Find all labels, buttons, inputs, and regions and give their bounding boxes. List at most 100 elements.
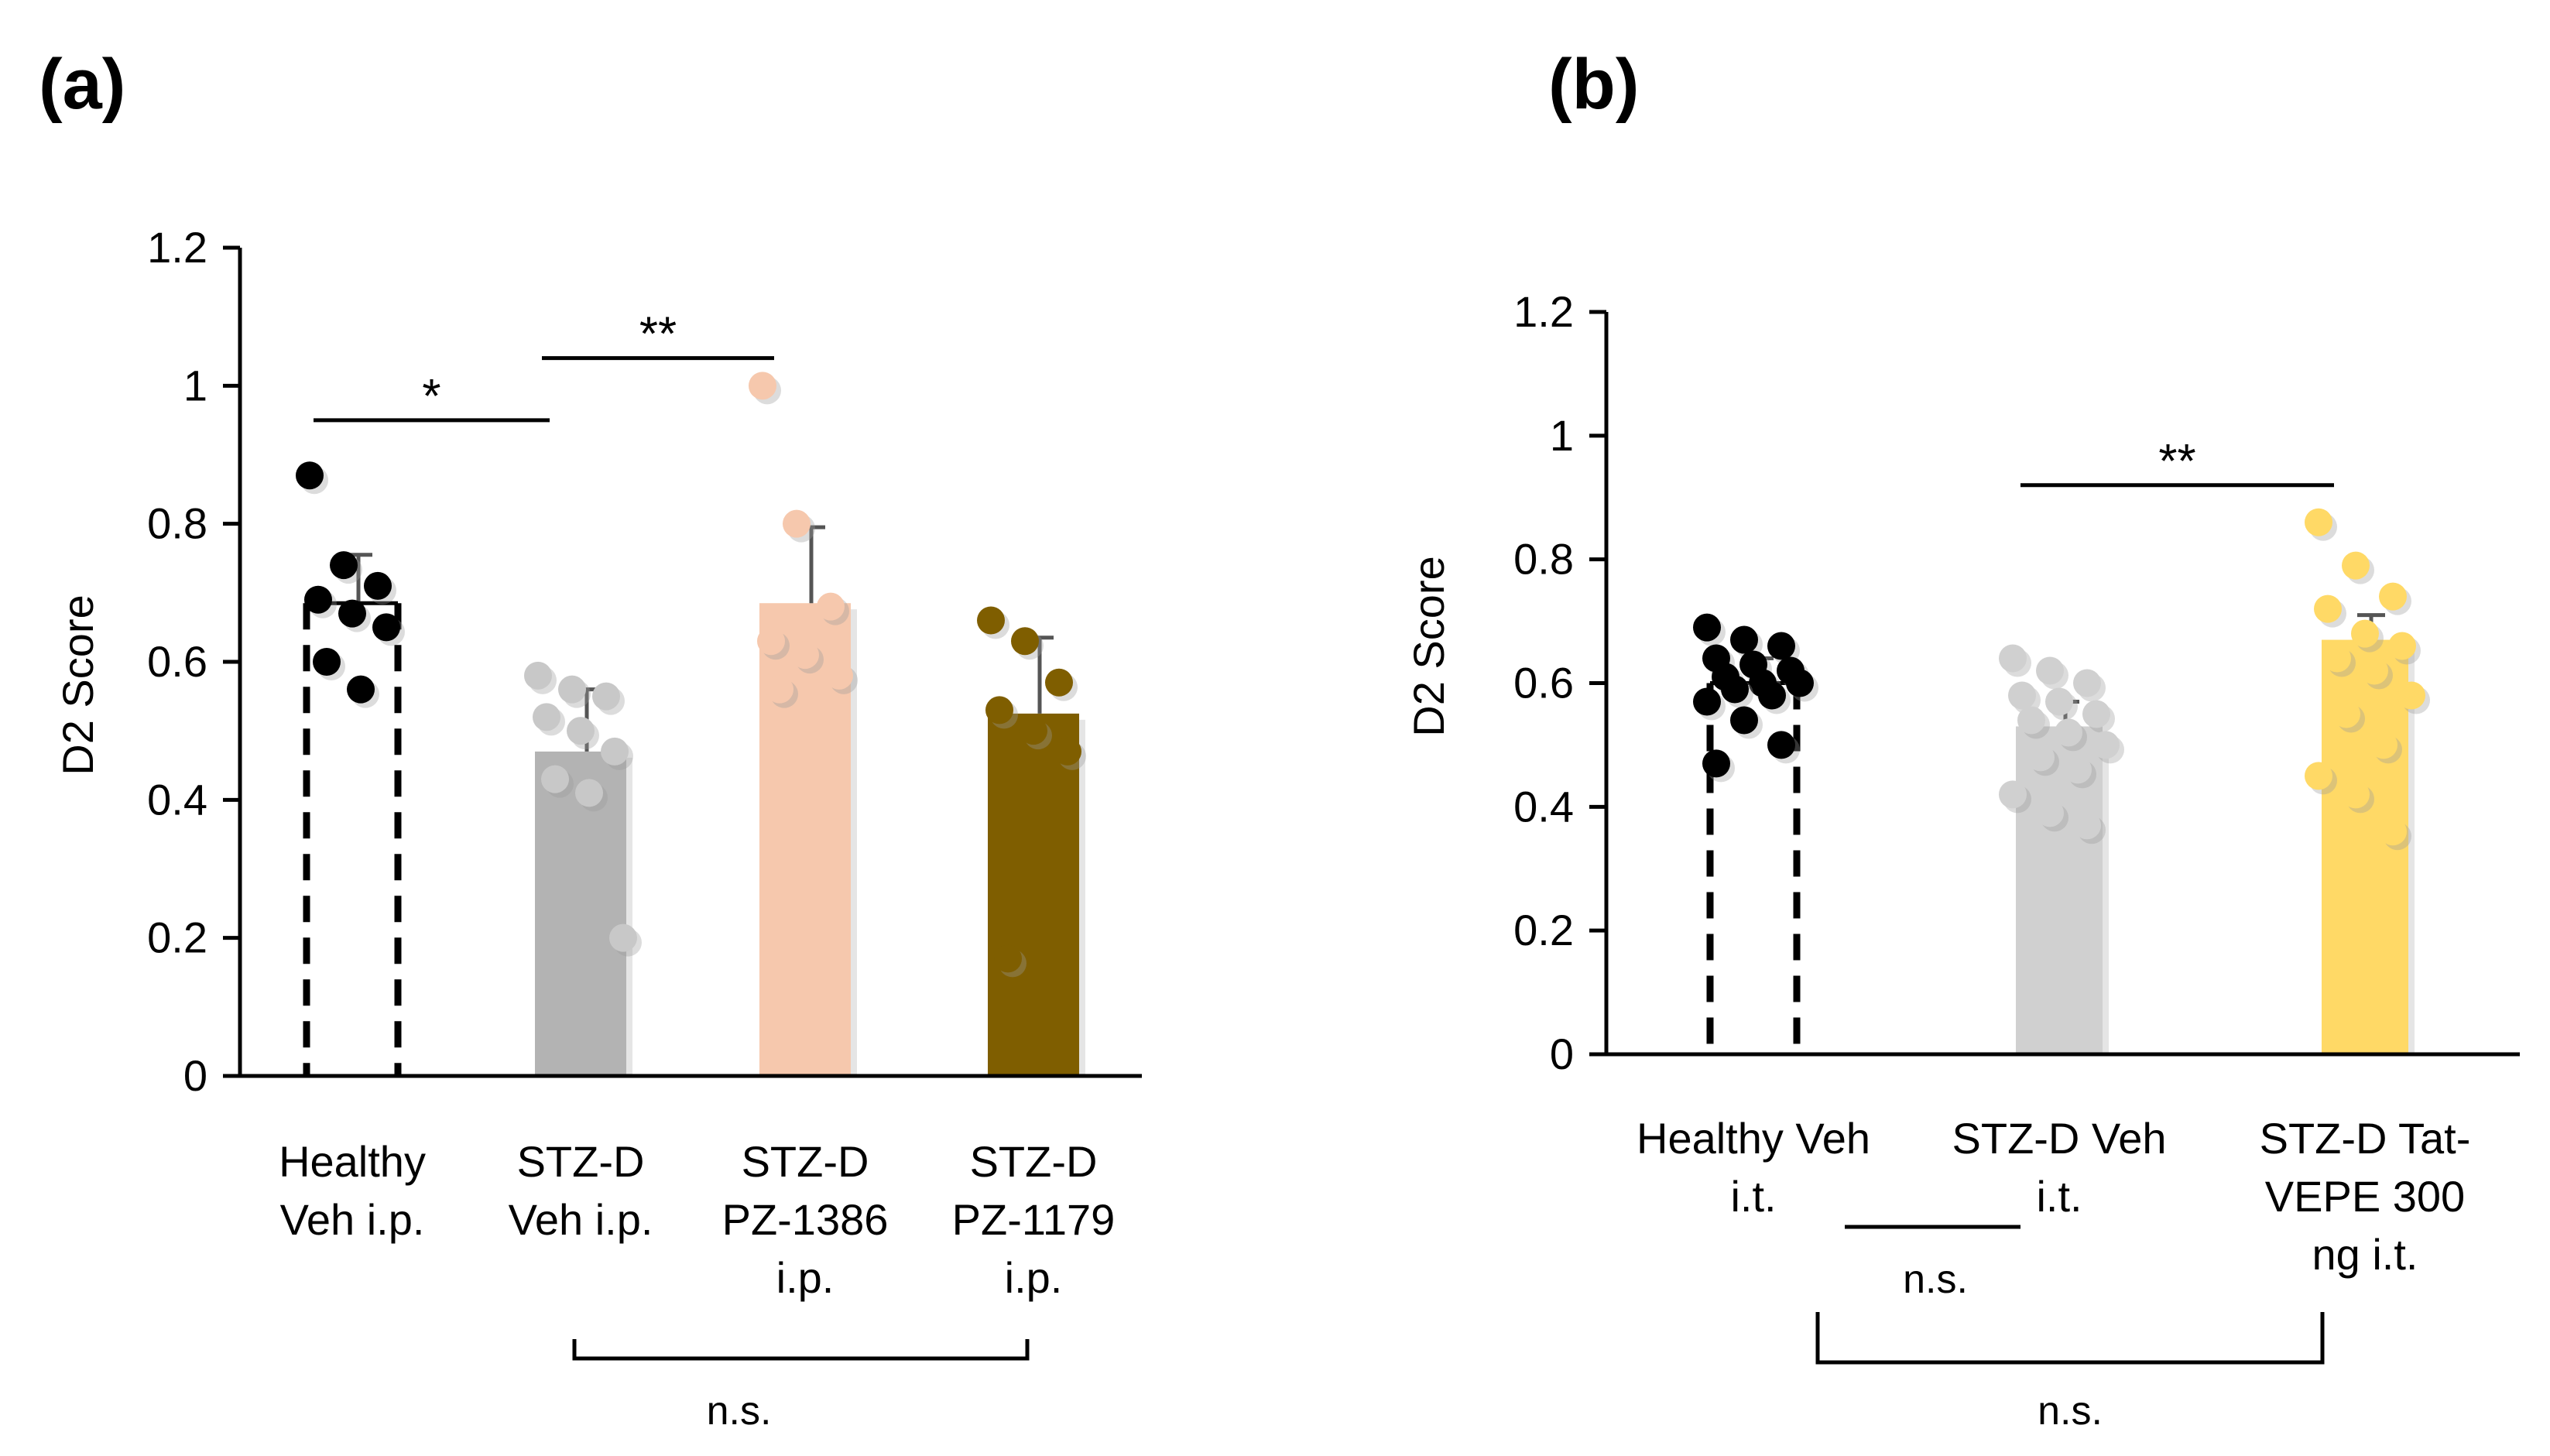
panel-b-ns-label: n.s. — [2038, 1389, 2103, 1434]
panel-a-ns-label: n.s. — [707, 1389, 772, 1434]
data-point — [2073, 811, 2101, 840]
data-point — [1758, 681, 1786, 710]
category-label: i.t. — [1730, 1172, 1776, 1221]
data-point — [2379, 817, 2407, 846]
data-point — [338, 599, 366, 628]
data-point — [825, 661, 853, 690]
y-tick-label: 0.6 — [1513, 659, 1574, 707]
category-label: Healthy Veh — [1637, 1114, 1870, 1163]
panel-b-category-labels: Healthy Veh i.t. STZ-D Veh i.t. STZ-D Tat- VE… — [1637, 1114, 2470, 1279]
category-label: i.t. — [2036, 1172, 2082, 1221]
category-label: Veh i.p. — [509, 1195, 653, 1244]
category-label: STZ-D — [742, 1137, 869, 1186]
category-label: i.p. — [1005, 1253, 1063, 1302]
data-point — [2073, 669, 2101, 697]
data-point — [1721, 675, 1749, 704]
data-point — [2342, 551, 2370, 580]
data-point — [524, 661, 552, 690]
data-point — [1730, 706, 1758, 735]
category-label: Healthy — [279, 1137, 426, 1186]
panel-a-significance: *** — [314, 308, 774, 423]
panel-b-ns-bracket — [1815, 1312, 2325, 1365]
y-tick-label: 1 — [183, 361, 207, 409]
data-point — [296, 461, 324, 490]
data-point — [541, 765, 569, 793]
data-point — [2305, 762, 2332, 790]
category-label: STZ-D Veh — [1952, 1114, 2167, 1163]
data-point — [2388, 632, 2416, 660]
panel-b-label: (b) — [1548, 45, 1639, 124]
data-point — [2092, 731, 2120, 759]
y-tick-label: 0.4 — [147, 775, 207, 824]
data-point — [985, 696, 1013, 725]
panel-b-marks — [1693, 508, 2430, 1054]
y-tick-label: 1.2 — [1513, 287, 1574, 336]
data-point — [2027, 743, 2055, 772]
category-label: VEPE 300 — [2265, 1172, 2465, 1221]
data-point — [2055, 718, 2082, 747]
data-point — [330, 551, 358, 580]
data-point — [533, 703, 560, 731]
data-point — [1020, 717, 1047, 745]
data-point — [2323, 644, 2351, 673]
y-tick-label: 0.8 — [1513, 535, 1574, 584]
data-point — [304, 585, 332, 614]
data-point — [1999, 780, 2027, 809]
y-tick-label: 0.8 — [147, 499, 207, 548]
data-point — [2342, 780, 2370, 809]
data-point — [601, 737, 629, 766]
data-point — [1011, 627, 1039, 656]
data-point — [2008, 681, 2036, 710]
data-point — [609, 923, 637, 952]
data-point — [558, 675, 586, 704]
y-tick-label: 0.6 — [147, 637, 207, 686]
y-tick-label: 0.4 — [1513, 782, 1574, 831]
data-point — [2332, 700, 2360, 728]
data-point — [372, 613, 400, 642]
y-tick-label: 0 — [1550, 1029, 1574, 1078]
data-point — [2036, 799, 2064, 827]
panel-a-ns-bracket — [572, 1339, 1030, 1361]
y-tick-label: 1 — [1550, 411, 1574, 460]
bar — [535, 751, 626, 1076]
data-point — [2045, 687, 2073, 716]
panel-b: (b) D2 Score 0 0.2 0.4 0.6 0.8 1 1.2 Healthy V… — [1404, 45, 2520, 1434]
data-point — [592, 682, 620, 711]
category-label: PZ-1386 — [722, 1195, 889, 1244]
data-point — [2351, 619, 2379, 648]
data-point — [2370, 731, 2397, 759]
panel-a-marks — [296, 372, 1086, 1076]
panel-b-small-ns-label: n.s. — [1903, 1257, 1968, 1302]
category-label: i.p. — [776, 1253, 835, 1302]
data-point — [1693, 613, 1721, 642]
data-point — [567, 717, 595, 745]
data-point — [364, 571, 392, 600]
data-point — [1702, 749, 1730, 778]
data-point — [783, 509, 811, 538]
y-tick-label: 0.2 — [147, 913, 207, 962]
data-point — [2082, 700, 2110, 728]
panel-a-label: (a) — [39, 45, 125, 124]
significance-label: ** — [639, 308, 677, 361]
data-point — [994, 944, 1022, 973]
panel-b-significance: ** — [2020, 435, 2334, 488]
data-point — [347, 675, 375, 704]
data-point — [1693, 687, 1721, 716]
category-label: STZ-D — [517, 1137, 645, 1186]
panel-b-y-axis-label: D2 Score — [1404, 556, 1453, 736]
data-point — [977, 606, 1005, 635]
data-point — [313, 648, 341, 676]
data-point — [766, 675, 793, 704]
data-point — [1054, 737, 1081, 766]
data-point — [749, 372, 776, 400]
category-label: PZ-1179 — [952, 1195, 1116, 1244]
data-point — [791, 641, 819, 670]
data-point — [1999, 644, 2027, 673]
data-point — [817, 592, 845, 621]
data-point — [2017, 706, 2045, 735]
category-label: Veh i.p. — [280, 1195, 425, 1244]
data-point — [2379, 582, 2407, 611]
data-point — [575, 779, 603, 807]
data-point — [1730, 625, 1758, 654]
significance-label: ** — [2158, 435, 2195, 488]
